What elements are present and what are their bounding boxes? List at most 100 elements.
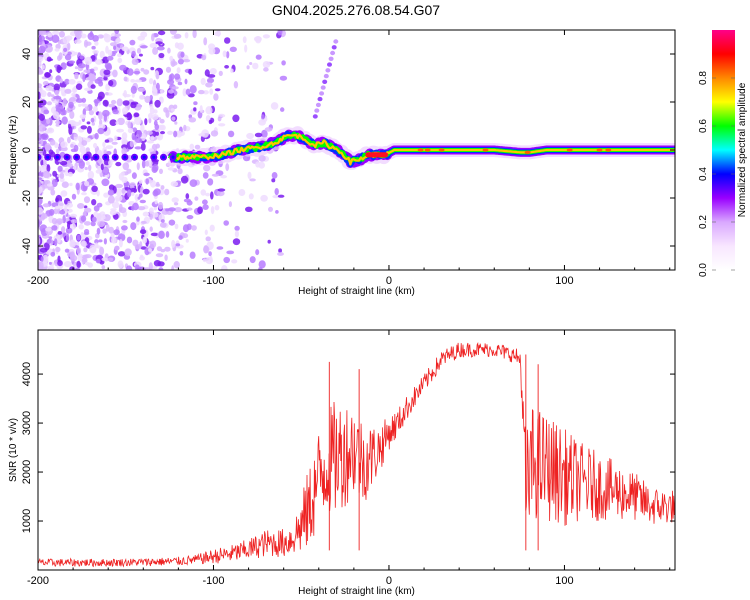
noise-blob xyxy=(83,221,91,226)
noise-blob xyxy=(168,89,174,94)
noise-blob xyxy=(189,251,196,259)
noise-blob xyxy=(39,30,46,36)
noise-blob xyxy=(59,172,65,179)
noise-blob xyxy=(94,132,99,140)
noise-blob xyxy=(44,143,51,151)
noise-blob xyxy=(108,80,114,87)
ridge-blob-core xyxy=(84,155,88,159)
noise-blob xyxy=(202,199,208,205)
noise-blob xyxy=(148,262,153,270)
noise-blob xyxy=(65,233,70,242)
noise-blob xyxy=(138,53,143,57)
noise-blob xyxy=(94,41,99,46)
noise-blob xyxy=(253,36,262,42)
noise-blob xyxy=(54,142,59,149)
noise-blob xyxy=(66,107,71,114)
noise-blob xyxy=(81,140,88,146)
noise-blob xyxy=(88,110,94,116)
noise-blob xyxy=(184,78,188,85)
noise-blob xyxy=(73,144,79,152)
noise-blob xyxy=(252,62,259,70)
noise-blob xyxy=(205,115,211,122)
noise-blob xyxy=(38,236,41,246)
streak-blob xyxy=(314,108,320,113)
noise-blob xyxy=(41,64,45,70)
noise-blob xyxy=(154,99,161,108)
noise-blob xyxy=(188,68,193,75)
ridge-blob-core xyxy=(55,155,59,159)
streak-blob xyxy=(330,50,336,56)
noise-blob xyxy=(51,178,58,188)
noise-blob xyxy=(49,69,53,74)
noise-blob xyxy=(67,42,71,51)
noise-blob xyxy=(139,94,145,100)
noise-blob xyxy=(246,65,250,70)
noise-blob xyxy=(110,42,117,47)
ridge-hotspot xyxy=(596,148,603,152)
noise-blob xyxy=(129,39,136,46)
noise-blob xyxy=(42,203,50,208)
noise-blob xyxy=(38,166,41,173)
noise-blob xyxy=(59,160,68,166)
noise-blob xyxy=(83,205,88,209)
ridge-blob-core xyxy=(142,155,146,159)
noise-blob xyxy=(100,163,104,171)
noise-blob xyxy=(182,88,187,97)
noise-blob xyxy=(232,114,240,123)
noise-blob xyxy=(84,56,93,65)
noise-blob xyxy=(83,39,89,48)
noise-blob xyxy=(268,206,273,212)
noise-blob xyxy=(38,143,42,147)
noise-blob xyxy=(130,85,137,94)
noise-blob xyxy=(61,226,66,234)
spec-ytick-label: -40 xyxy=(21,238,33,254)
noise-blob xyxy=(194,196,199,201)
noise-blob xyxy=(79,55,84,60)
noise-blob xyxy=(91,122,96,126)
noise-blob xyxy=(175,130,183,138)
colorbar-tick-label: 0.2 xyxy=(698,215,709,229)
noise-blob xyxy=(158,201,164,210)
noise-blob xyxy=(156,46,165,51)
noise-blob xyxy=(155,143,160,149)
noise-blob xyxy=(142,211,150,217)
noise-blob xyxy=(122,162,130,171)
noise-blob xyxy=(111,50,118,54)
noise-blob xyxy=(177,81,183,86)
noise-blob xyxy=(46,56,52,62)
noise-blob xyxy=(52,30,60,36)
noise-blob xyxy=(43,109,50,115)
noise-blob xyxy=(122,107,128,115)
noise-blob xyxy=(260,194,268,202)
noise-blob xyxy=(144,118,148,126)
noise-blob xyxy=(160,248,166,253)
noise-blob xyxy=(171,86,179,90)
noise-blob xyxy=(188,117,197,123)
noise-blob xyxy=(68,60,76,64)
noise-blob xyxy=(153,188,161,196)
spectrogram-ridge xyxy=(38,126,675,170)
noise-blob xyxy=(271,178,276,183)
noise-blob xyxy=(225,163,230,172)
noise-blob xyxy=(168,74,173,82)
noise-blob xyxy=(278,248,282,253)
noise-blob xyxy=(109,210,117,216)
noise-blob xyxy=(224,37,231,44)
noise-blob xyxy=(103,192,109,198)
noise-blob xyxy=(160,131,165,135)
noise-blob xyxy=(244,44,248,53)
noise-blob xyxy=(148,248,152,252)
noise-blob xyxy=(57,66,63,71)
noise-blob xyxy=(192,30,197,39)
noise-blob xyxy=(81,192,87,196)
ridge-blob-core xyxy=(152,155,156,159)
noise-blob xyxy=(123,76,128,82)
noise-blob xyxy=(84,180,90,187)
noise-blob xyxy=(38,185,43,195)
noise-blob xyxy=(206,77,215,84)
noise-blob xyxy=(111,201,120,209)
noise-blob xyxy=(38,196,43,206)
noise-blob xyxy=(160,219,165,223)
noise-blob xyxy=(101,257,109,262)
noise-blob xyxy=(139,255,146,261)
